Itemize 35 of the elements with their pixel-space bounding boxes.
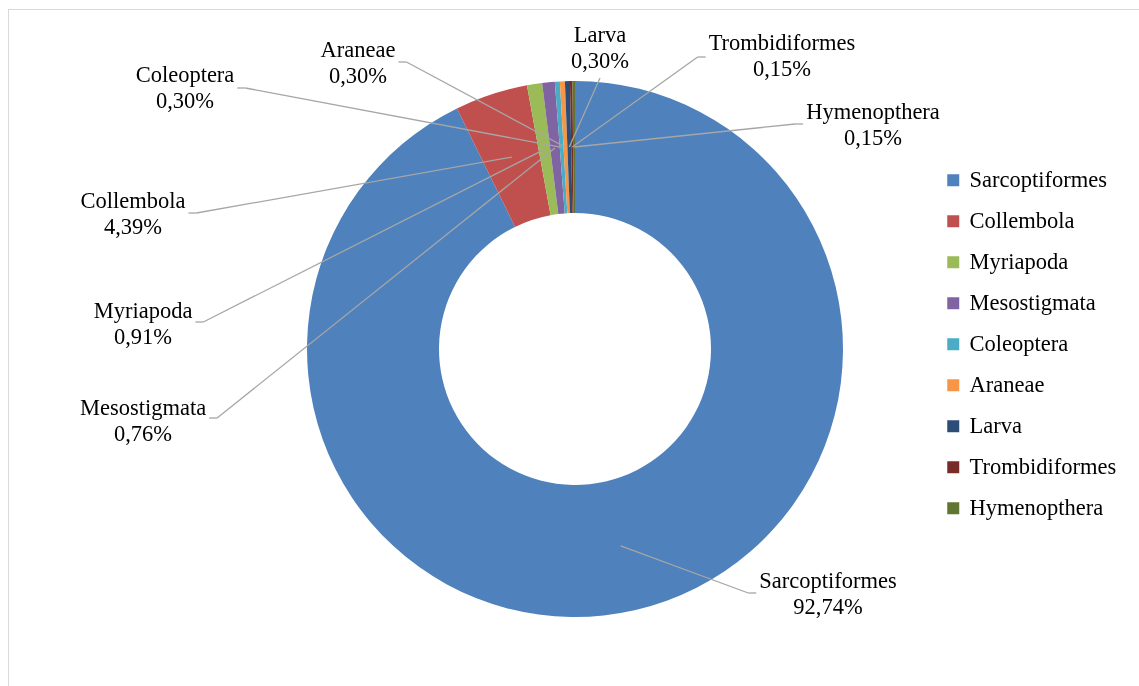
donut-slice [569,81,574,214]
data-label: 0,76% [113,421,173,446]
slice-label: Hymenopthera [806,99,940,124]
donut-slice [456,85,551,227]
slice-label: Collembola [80,188,186,213]
slice-label: Larva [573,22,627,47]
data-label: 0,91% [113,324,173,349]
legend-label: Araneae [969,372,1045,398]
slice-label: Trombidiformes [708,30,856,55]
slice-label: Araneae [320,37,396,62]
data-label: 0,30% [155,88,215,113]
slice-label: Sarcoptiformes [759,568,897,593]
slice-label: Coleoptera [135,62,235,87]
legend-label: Trombidiformes [969,454,1117,480]
donut-slice [564,81,573,214]
donut-slice [559,81,570,214]
data-label: 0,30% [570,48,630,73]
legend-label: Myriapoda [969,249,1069,275]
legend-label: Larva [969,413,1022,439]
data-label: 0,15% [843,125,903,150]
legend-label: Hymenopthera [969,495,1104,521]
legend-label: Coleoptera [969,331,1069,357]
slice-label: Myriapoda [93,298,193,323]
legend-label: Collembola [969,208,1075,234]
slice-label: Mesostigmata [79,395,207,420]
legend-label: Mesostigmata [969,290,1096,316]
legend-label: Sarcoptiformes [969,167,1107,193]
data-label: 0,30% [328,63,388,88]
donut-slice [572,81,575,214]
donut-slice [526,83,559,216]
data-label: 4,39% [103,214,163,239]
donut-slice [542,81,565,215]
data-label: 0,15% [752,56,812,81]
donut-slice [554,81,568,214]
data-label: 92,74% [793,594,863,619]
